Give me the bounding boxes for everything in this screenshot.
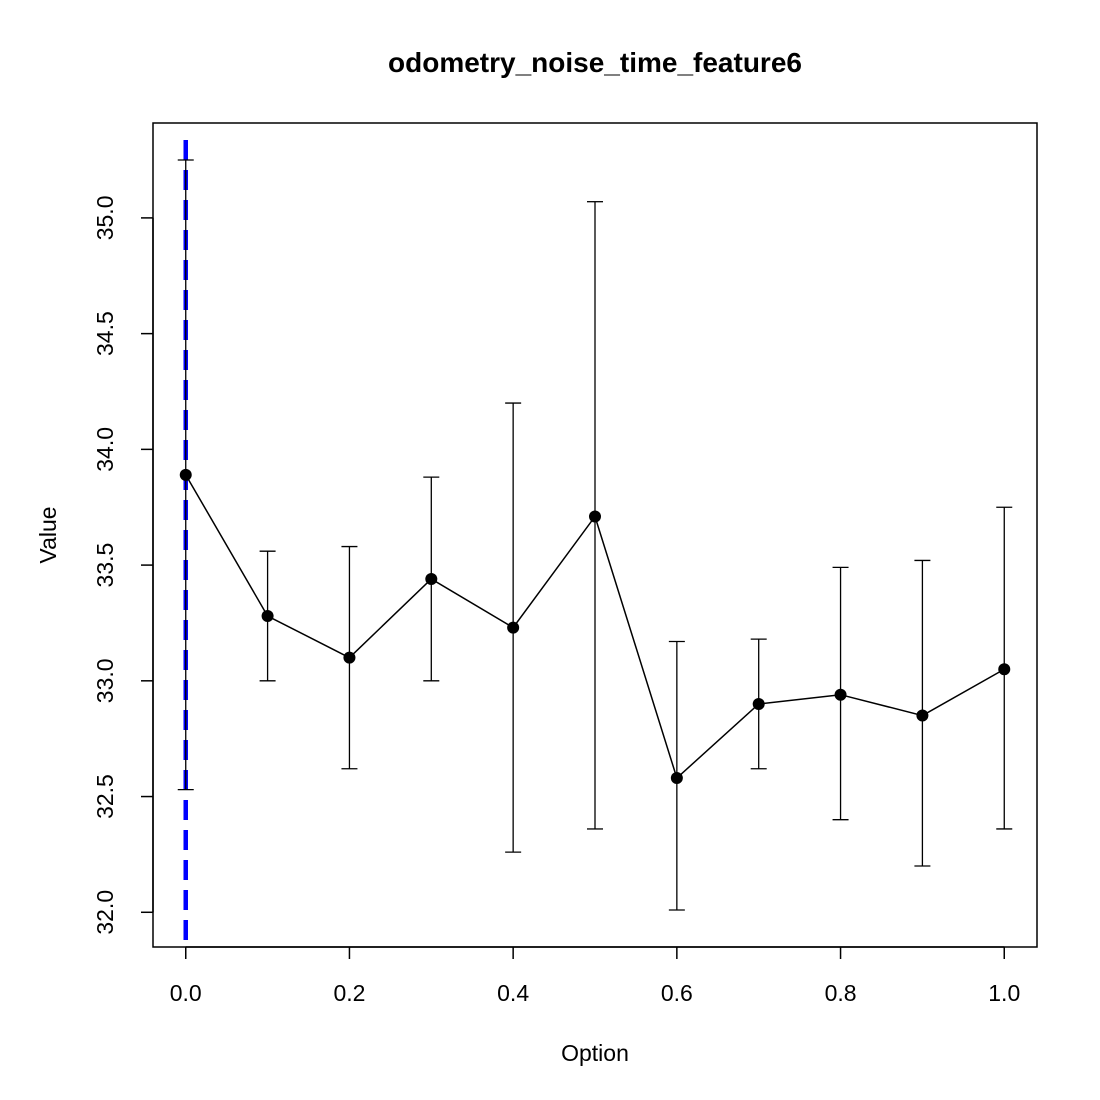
data-points [179,468,1011,785]
y-tick-label: 32.0 [92,890,118,935]
data-point [261,610,274,623]
x-axis-label: Option [561,1040,629,1066]
x-tick-label: 0.0 [170,980,202,1006]
x-tick-label: 1.0 [988,980,1020,1006]
data-point [507,621,520,634]
data-point [670,772,683,785]
y-tick-label: 33.5 [92,543,118,588]
data-point [589,510,601,523]
data-point [425,572,438,585]
x-tick-label: 0.2 [333,980,365,1006]
data-point [752,697,765,710]
y-tick-label: 34.5 [92,311,118,356]
x-tick-label: 0.8 [825,980,857,1006]
chart-title: odometry_noise_time_feature6 [388,47,802,78]
y-axis-label: Value [35,506,61,563]
y-tick-label: 35.0 [92,196,118,241]
y-tick-label: 33.0 [92,658,118,703]
x-tick-label: 0.4 [497,980,529,1006]
data-point [343,651,356,664]
data-point [998,663,1011,676]
data-point [179,468,192,481]
x-axis: 0.0 0.2 0.4 0.6 0.8 1.0 [170,946,1020,1006]
x-tick-label: 0.6 [661,980,693,1006]
data-point [916,709,929,722]
data-point [834,688,847,701]
y-tick-label: 32.5 [92,774,118,819]
y-tick-label: 34.0 [92,427,118,472]
y-axis: 32.0 32.5 33.0 33.5 34.0 34.5 35.0 [92,196,154,935]
